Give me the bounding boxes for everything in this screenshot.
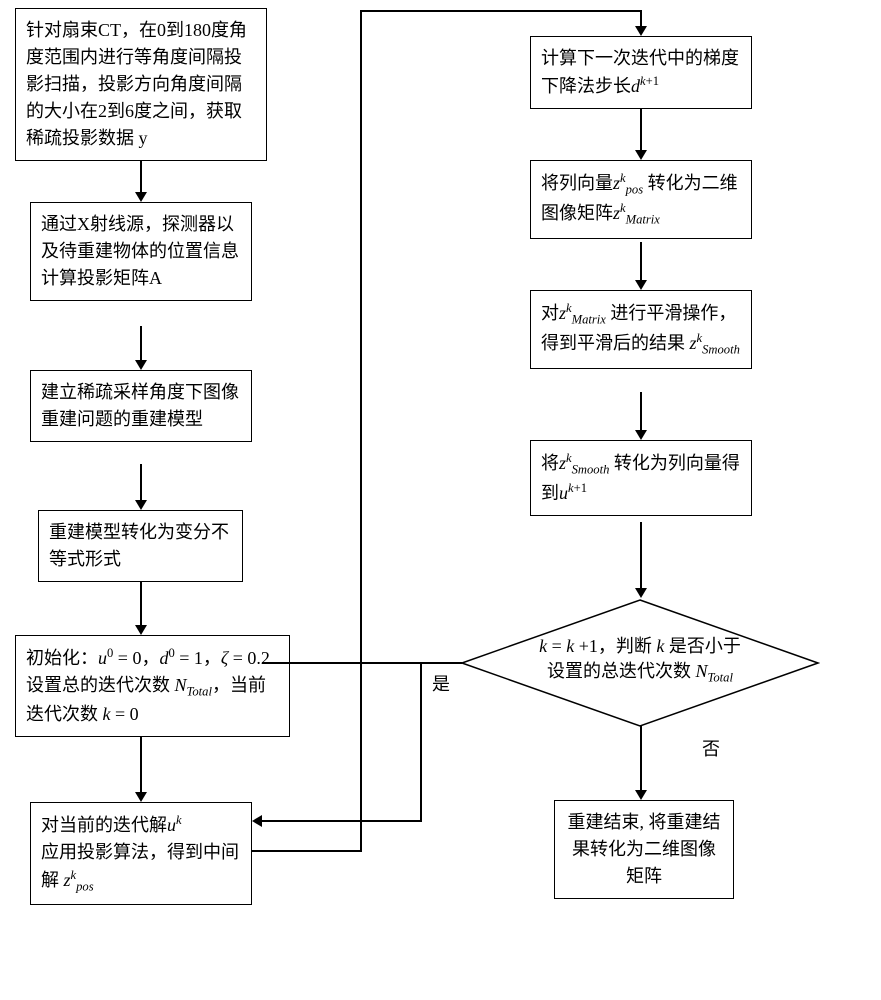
node-text: 将列向量zkpos 转化为二维图像矩阵zkMatrix [541, 173, 738, 223]
node-text: 初始化：u0 = 0，d0 = 1，ζ = 0.2设置总的迭代次数 NTotal… [26, 648, 270, 724]
arrow-head-icon [635, 280, 647, 290]
node-text: 将zkSmooth 转化为列向量得到uk+1 [541, 453, 740, 503]
node-text: 针对扇束CT，在0到180度角度范围内进行等角度间隔投影扫描，投影方向角度间隔的… [26, 20, 247, 148]
edge-yes [420, 662, 462, 664]
edge-yes [420, 662, 422, 822]
edge [640, 108, 642, 152]
edge [360, 10, 640, 12]
node-compute-matrix-a: 通过X射线源，探测器以及待重建物体的位置信息计算投影矩阵A [30, 202, 252, 301]
node-text: 对zkMatrix 进行平滑操作，得到平滑后的结果 zkSmooth [541, 303, 740, 353]
node-text: 对当前的迭代解uk应用投影算法，得到中间解 zkpos [41, 815, 239, 890]
edge [252, 850, 362, 852]
edge [140, 464, 142, 502]
node-text: 重建结束, 将重建结果转化为二维图像矩阵 [568, 812, 721, 886]
node-text: 通过X射线源，探测器以及待重建物体的位置信息计算投影矩阵A [41, 214, 239, 288]
node-to-2d-matrix: 将列向量zkpos 转化为二维图像矩阵zkMatrix [530, 160, 752, 239]
node-projection-algorithm: 对当前的迭代解uk应用投影算法，得到中间解 zkpos [30, 802, 252, 905]
arrow-head-icon [135, 500, 147, 510]
node-text: 建立稀疏采样角度下图像重建问题的重建模型 [41, 382, 239, 429]
edge [360, 10, 362, 852]
arrow-head-icon [135, 792, 147, 802]
edge [140, 737, 142, 794]
arrow-head-icon [135, 625, 147, 635]
arrow-head-icon [635, 430, 647, 440]
arrow-head-icon [135, 360, 147, 370]
arrow-head-icon [635, 150, 647, 160]
node-initialize: 初始化：u0 = 0，d0 = 1，ζ = 0.2设置总的迭代次数 NTotal… [15, 635, 290, 737]
arrow-head-icon [635, 790, 647, 800]
node-smooth: 对zkMatrix 进行平滑操作，得到平滑后的结果 zkSmooth [530, 290, 752, 369]
node-text: 重建模型转化为变分不等式形式 [49, 522, 229, 569]
arrow-head-icon [635, 26, 647, 36]
decision-text: k = k +1，判断 k 是否小于设置的总迭代次数 NTotal [460, 634, 820, 687]
node-acquire-projection: 针对扇束CT，在0到180度角度范围内进行等角度间隔投影扫描，投影方向角度间隔的… [15, 8, 267, 161]
node-to-column-vector: 将zkSmooth 转化为列向量得到uk+1 [530, 440, 752, 516]
edge-label-yes: 是 [430, 670, 452, 696]
node-decision-iterations: k = k +1，判断 k 是否小于设置的总迭代次数 NTotal [460, 598, 820, 728]
arrow-head-icon [135, 192, 147, 202]
flowchart-container: 针对扇束CT，在0到180度角度范围内进行等角度间隔投影扫描，投影方向角度间隔的… [0, 0, 881, 1000]
edge [640, 392, 642, 432]
node-variational-form: 重建模型转化为变分不等式形式 [38, 510, 243, 582]
edge-no [640, 726, 642, 792]
edge-label-no: 否 [700, 735, 722, 761]
edge [140, 326, 142, 362]
node-build-model: 建立稀疏采样角度下图像重建问题的重建模型 [30, 370, 252, 442]
node-text: 计算下一次迭代中的梯度下降法步长dk+1 [541, 48, 739, 96]
arrow-head-icon [252, 815, 262, 827]
arrow-head-icon [635, 588, 647, 598]
edge [140, 160, 142, 194]
edge-yes [262, 820, 422, 822]
edge [640, 242, 642, 282]
edge [640, 522, 642, 590]
node-gradient-step: 计算下一次迭代中的梯度下降法步长dk+1 [530, 36, 752, 109]
node-final-result: 重建结束, 将重建结果转化为二维图像矩阵 [554, 800, 734, 899]
edge [140, 582, 142, 627]
